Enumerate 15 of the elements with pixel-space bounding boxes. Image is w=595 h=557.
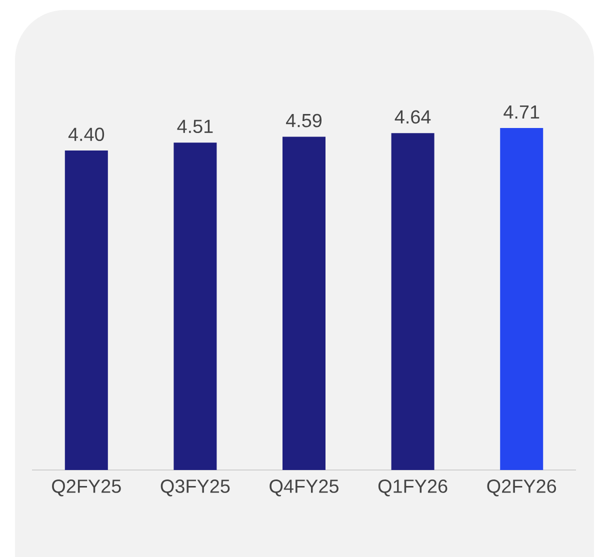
bar bbox=[500, 128, 544, 470]
data-label: 4.51 bbox=[177, 120, 213, 134]
bar bbox=[391, 133, 434, 470]
bar bbox=[282, 136, 326, 470]
bar bbox=[174, 142, 217, 470]
data-label: 4.59 bbox=[286, 114, 322, 128]
x-tick-label: Q2FY26 bbox=[487, 480, 556, 496]
x-tick-label: Q1FY26 bbox=[378, 480, 448, 496]
data-label: 4.64 bbox=[394, 110, 431, 124]
bar bbox=[64, 150, 108, 470]
data-label: 4.40 bbox=[68, 128, 104, 142]
x-tick-label: Q3FY25 bbox=[160, 480, 230, 496]
x-tick-label: Q4FY25 bbox=[270, 480, 338, 496]
data-label: 4.71 bbox=[504, 106, 540, 119]
x-tick-label: Q2FY25 bbox=[52, 480, 121, 496]
